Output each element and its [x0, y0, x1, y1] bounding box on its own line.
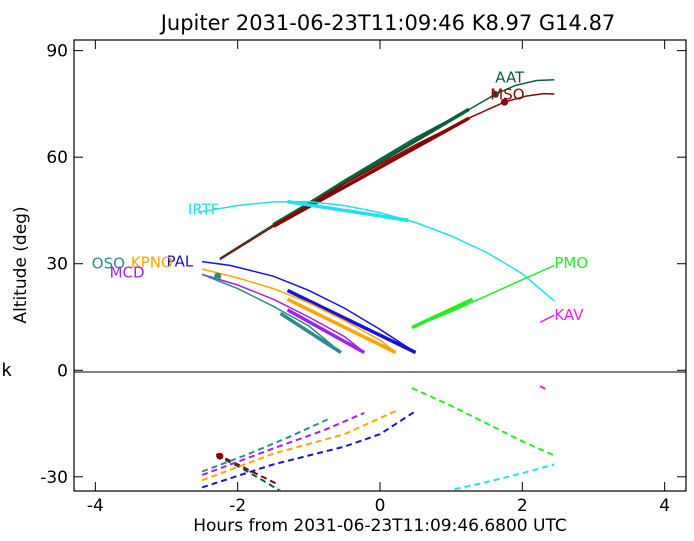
y-tick-label: -30: [40, 468, 68, 488]
series-kpno-observable: [286, 297, 397, 355]
series-oso-label: OSO: [92, 255, 125, 273]
series-aat-observable: [272, 107, 470, 227]
series-aat-line: [219, 79, 555, 260]
series-mcd-line: [201, 273, 365, 354]
series-oso-below-horizon: [201, 417, 331, 473]
series-mcd-label: MCD: [110, 264, 145, 282]
series-pmo-observable: [411, 297, 474, 330]
series-mcd-below-horizon: [201, 411, 365, 476]
series-mcd-observable: [286, 308, 366, 355]
series-mso-below-marker: [216, 452, 224, 460]
x-axis-label: Hours from 2031-06-23T11:09:46.6800 UTC: [193, 516, 566, 536]
series-mso-observable: [272, 116, 470, 228]
y-axis-label: Altitude (deg): [11, 206, 31, 323]
axis-ticks: -4 -2 0 2 4 -30 0 30 60 90: [40, 40, 686, 516]
series-kav-label: KAV: [554, 306, 584, 324]
series-aat-label: AAT: [495, 68, 525, 86]
series-pal-label: PAL: [167, 253, 194, 271]
y-tick-label: 90: [46, 42, 68, 62]
series-kpno-label: KPNO: [131, 254, 173, 272]
series-irtf-line: [198, 200, 555, 302]
x-tick-label: 4: [659, 496, 670, 516]
series-pmo-below-horizon: [411, 387, 555, 457]
chart-title: Jupiter 2031-06-23T11:09:46 K8.97 G14.87: [159, 11, 616, 35]
series-kav-line: [539, 314, 555, 323]
x-tick-label: 2: [517, 496, 528, 516]
x-tick-label: 0: [375, 496, 386, 516]
series-oso-observable: [279, 311, 342, 354]
series-pal-below-horizon: [201, 410, 417, 489]
y-tick-label: 30: [46, 255, 68, 275]
series-mso-below-horizon: [215, 453, 278, 485]
series-irtf-observable: [287, 199, 409, 223]
series-pmo-label: PMO: [554, 254, 588, 272]
series-pal-line: [201, 260, 417, 354]
series-irtf-label: IRTF: [188, 200, 220, 218]
series-oso-line: [201, 273, 342, 354]
series-kav-below-horizon: [539, 385, 548, 391]
series-pal-observable: [286, 288, 417, 355]
x-tick-label: -2: [229, 496, 246, 516]
series-kpno-below-horizon: [201, 410, 397, 482]
series-mso-marker: [501, 98, 509, 106]
series-mso-label: MSO: [490, 85, 524, 103]
y-tick-label: 60: [46, 148, 68, 168]
series-kpno-line: [201, 268, 397, 354]
series-aat-below-horizon: [215, 454, 281, 492]
y-tick-label: 0: [57, 361, 68, 381]
x-tick-label: -4: [87, 496, 104, 516]
series-oso-marker: [214, 272, 222, 280]
series-mso-line: [219, 92, 555, 261]
side-label: k: [1, 360, 12, 381]
series-irtf-below-horizon: [454, 463, 555, 491]
series-aat-marker: [491, 90, 499, 98]
